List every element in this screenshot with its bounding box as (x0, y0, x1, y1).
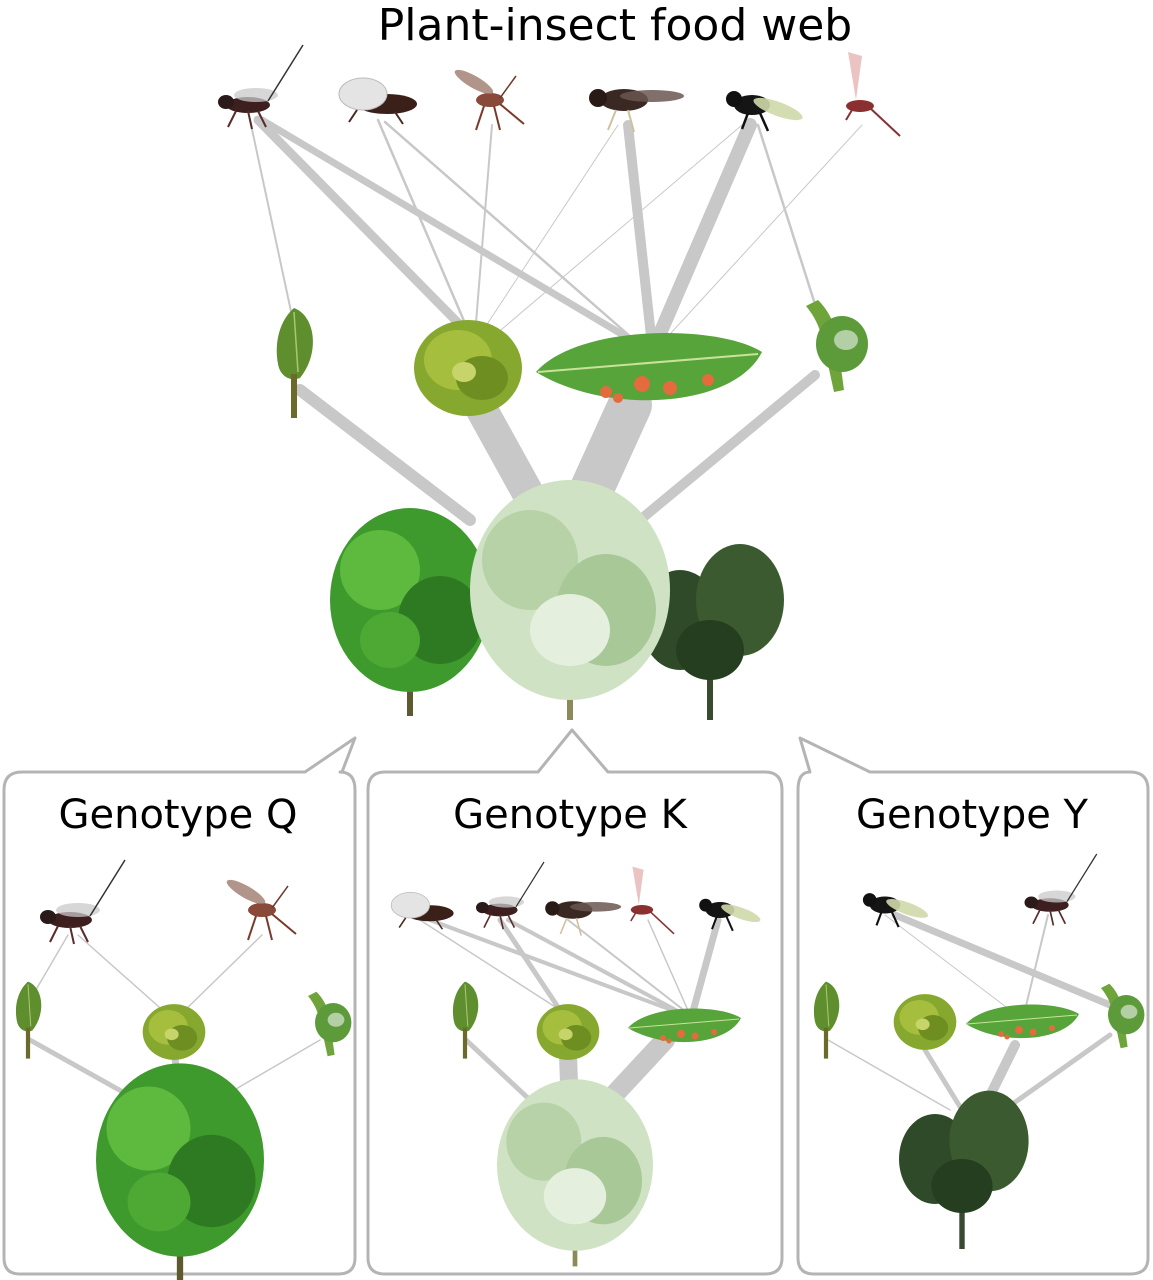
black-fly-icon (724, 89, 807, 133)
panel-q-rosette-gall-icon (142, 1004, 206, 1060)
leaf-gall-icon (535, 332, 763, 404)
panel-genotype-q: Genotype Q (2, 736, 357, 1280)
pink-wasp-icon (845, 51, 901, 137)
long-wasp-icon (450, 64, 525, 131)
main-insect-gall-links (249, 115, 863, 352)
main-insects (217, 44, 901, 137)
diagram-title: Plant-insect food web (378, 0, 853, 51)
winged-bug-icon (338, 77, 418, 125)
panel-y-rosette-gall-icon (893, 994, 957, 1050)
panel-k-rosette-gall-icon (536, 1004, 600, 1060)
panel-y-label: Genotype Y (856, 792, 1089, 838)
wasp-icon (217, 44, 304, 130)
panel-genotype-k: Genotype K (366, 728, 784, 1276)
main-shrubs (328, 479, 786, 722)
panel-q-label: Genotype Q (59, 792, 298, 838)
panel-k-label: Genotype K (453, 792, 689, 838)
rosette-gall-icon (414, 320, 522, 416)
sawfly-icon (588, 88, 685, 133)
shrub-k-icon (469, 479, 671, 721)
panel-genotype-y: Genotype Y (796, 736, 1150, 1276)
shrub-q-icon (328, 506, 492, 718)
